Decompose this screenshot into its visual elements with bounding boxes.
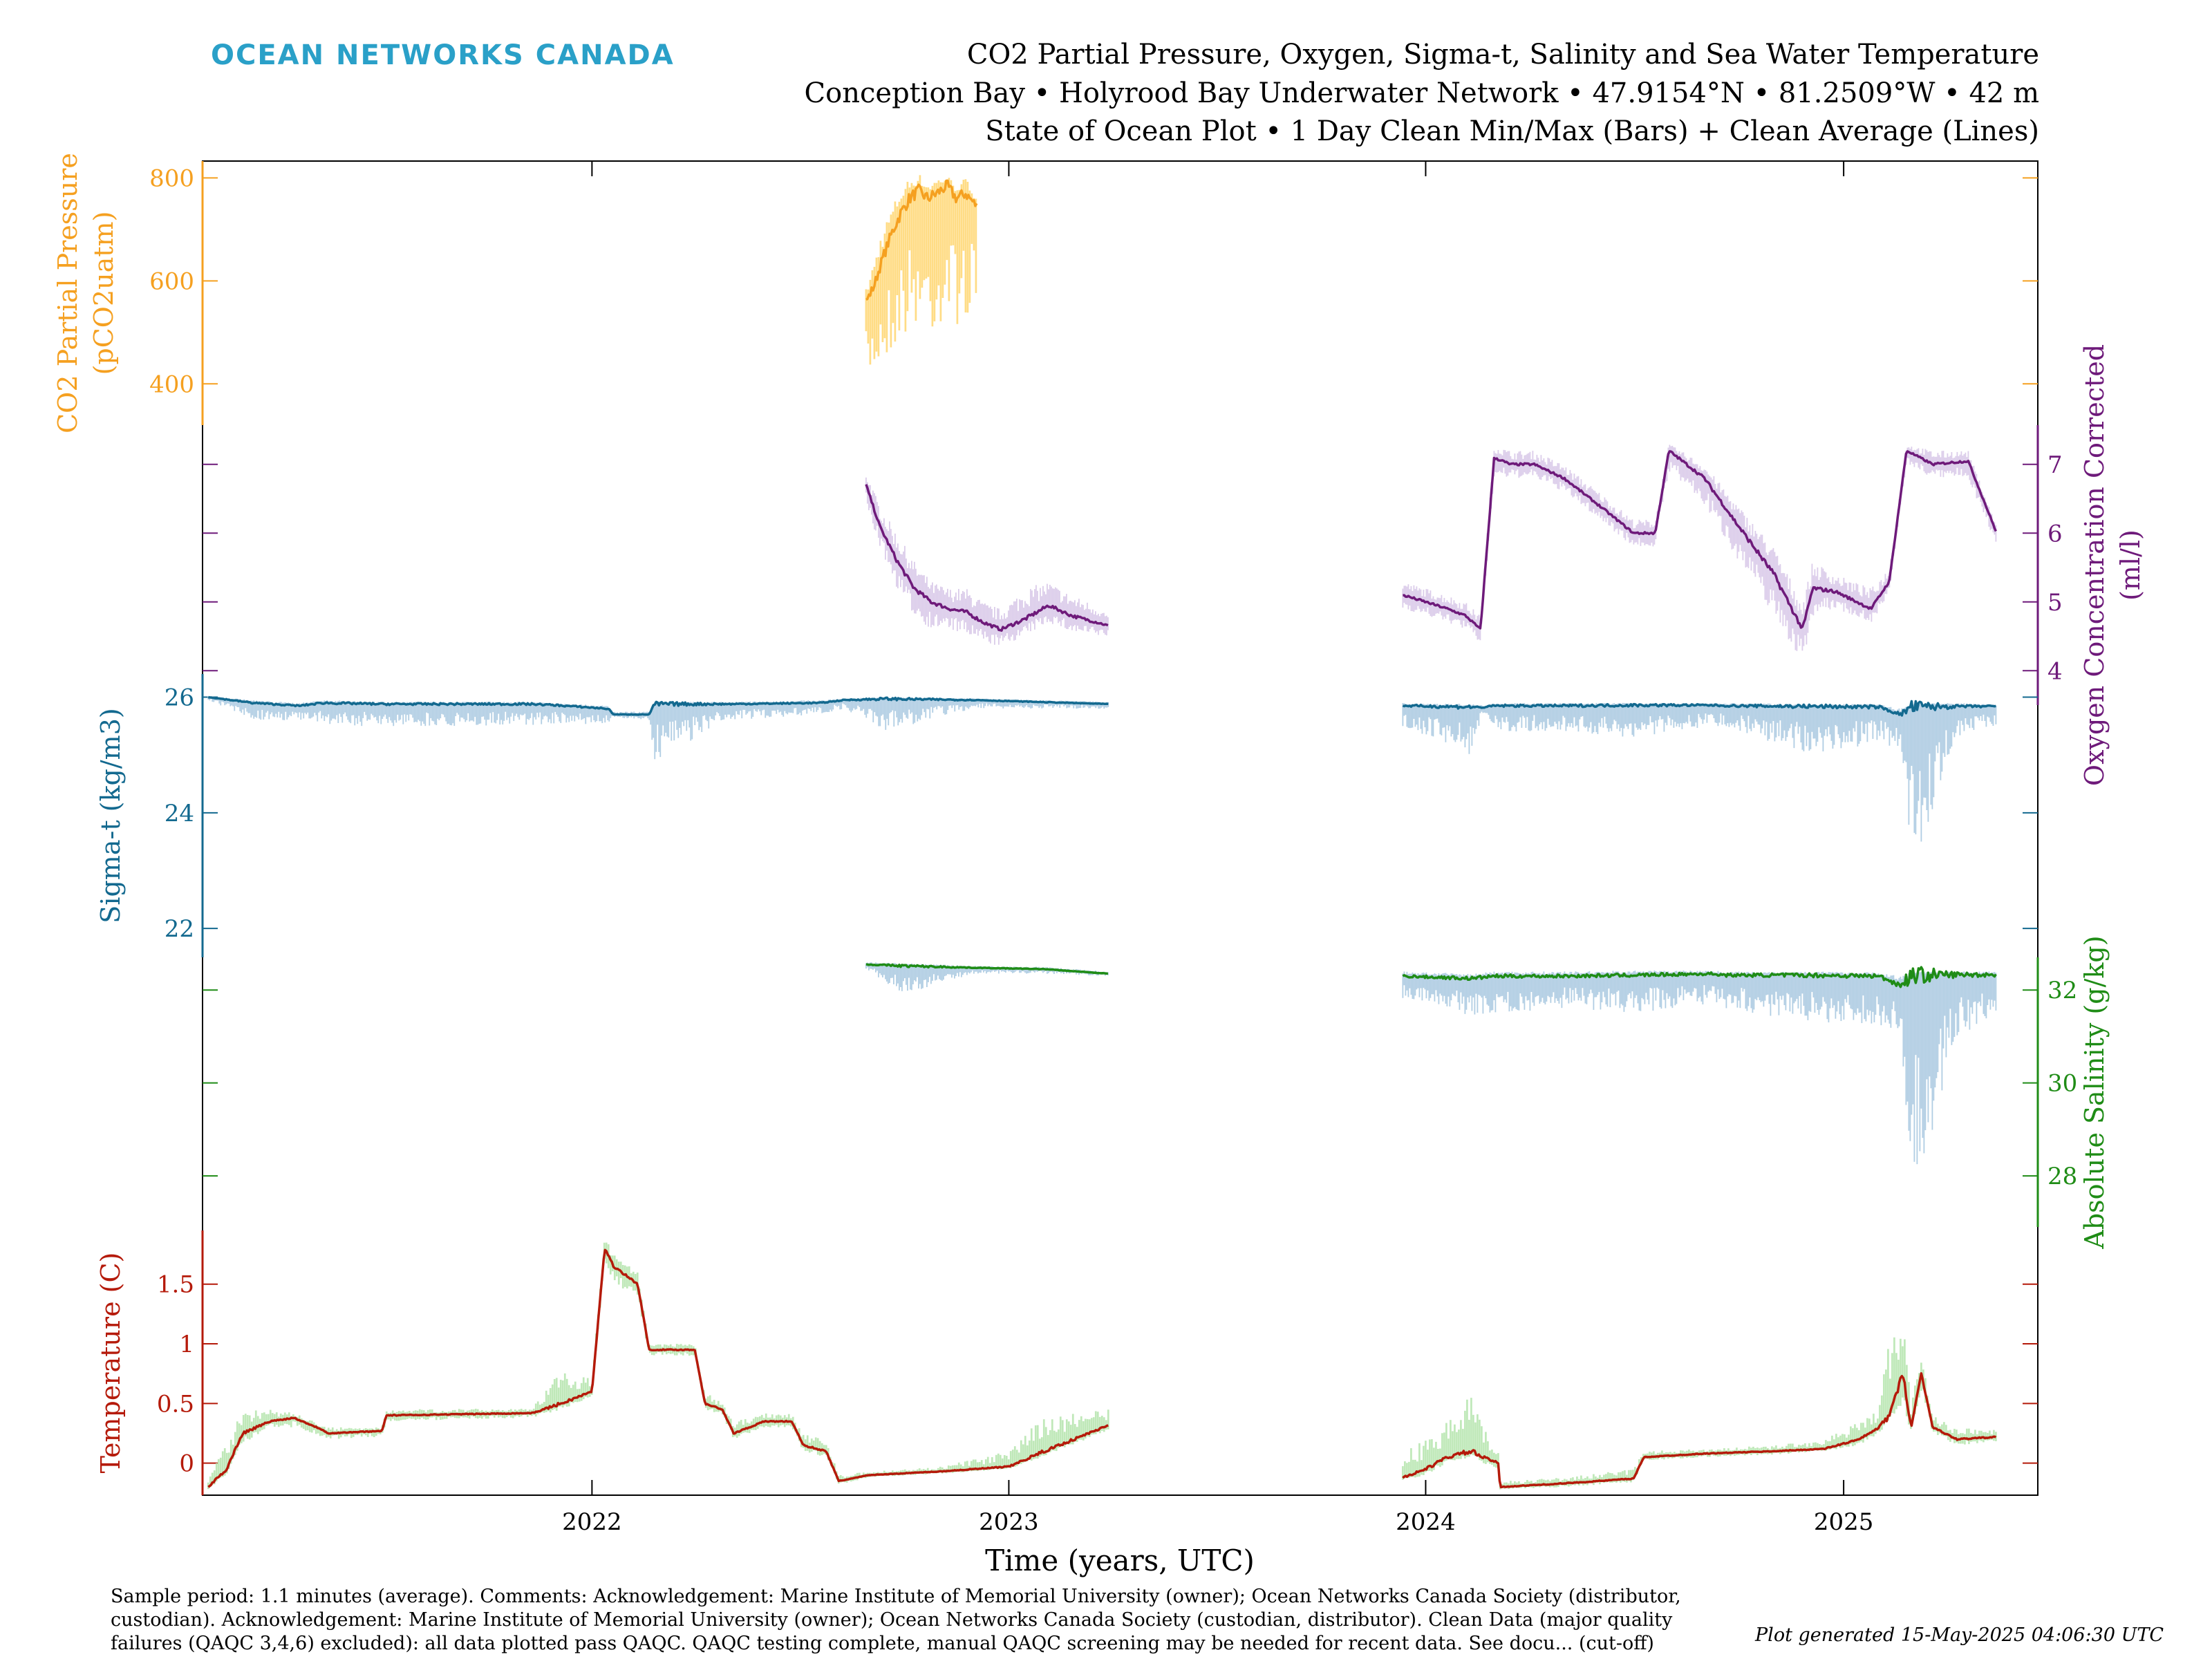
oxygen-minmax-bars xyxy=(1402,444,1997,651)
chart-title-line-3: State of Ocean Plot • 1 Day Clean Min/Ma… xyxy=(985,115,2039,147)
x-axis-label: Time (years, UTC) xyxy=(985,1544,1255,1577)
sigma-y-tick-label: 24 xyxy=(165,800,194,827)
x-tick-label: 2024 xyxy=(1396,1508,1456,1536)
salinity-mean-line-2 xyxy=(1402,966,1997,988)
plot-generated-timestamp: Plot generated 15-May-2025 04:06:30 UTC xyxy=(1754,1624,2164,1646)
salinity-y-tick-label: 32 xyxy=(2047,977,2077,1004)
co2-mean-line-1 xyxy=(865,179,978,301)
oxygen-y-tick-label: 7 xyxy=(2047,451,2063,479)
salinity-y-tick-label: 28 xyxy=(2047,1163,2077,1190)
sigma-mean-line-2 xyxy=(1402,700,1996,717)
oxygen-mean-line-1 xyxy=(865,484,1109,632)
temperature-y-axis-label: Temperature (C) xyxy=(95,1253,126,1474)
salinity-y-tick-label: 30 xyxy=(2047,1070,2077,1098)
oxygen-y-tick-label: 5 xyxy=(2047,589,2063,617)
temperature-mean-line-2 xyxy=(1402,1372,1997,1489)
temperature-y-tick-label: 1.5 xyxy=(157,1271,194,1299)
co2-minmax-bars xyxy=(865,175,977,365)
footer-notes-line-2: custodian). Acknowledgement: Marine Inst… xyxy=(111,1609,1673,1631)
temperature-y-tick-label: 1 xyxy=(179,1331,194,1358)
temperature-minmax-bars xyxy=(1402,1337,1997,1490)
x-tick-label: 2023 xyxy=(979,1508,1039,1536)
temperature-y-tick-label: 0 xyxy=(179,1450,194,1478)
co2-y-axis-label: CO2 Partial Pressure xyxy=(53,153,83,433)
oxygen-y-tick-label: 4 xyxy=(2047,657,2063,685)
temperature-mean-line-1 xyxy=(207,1248,1109,1488)
temperature-minmax-bars xyxy=(207,1242,1109,1490)
footer-notes-line-1: Sample period: 1.1 minutes (average). Co… xyxy=(111,1586,1681,1607)
sigma-minmax-bars xyxy=(1402,702,1997,842)
salinity-mean-line-1 xyxy=(865,963,1108,975)
co2-y-tick-label: 800 xyxy=(149,165,194,192)
panels-layer: 400 600 800 CO2 Partial Pressure (pCO2uatm) 4… xyxy=(53,153,2146,1495)
salinity-minmax-bars xyxy=(1402,971,1997,1165)
co2-y-tick-label: 600 xyxy=(149,268,194,295)
x-tick-label: 2025 xyxy=(1814,1508,1874,1536)
plot-frame xyxy=(202,160,2038,1496)
oxygen-y-tick-label: 6 xyxy=(2047,520,2063,547)
x-tick-label: 2022 xyxy=(562,1508,622,1536)
co2-y-axis-label: (pCO2uatm) xyxy=(88,212,119,375)
oxygen-y-axis-label: (ml/l) xyxy=(2115,529,2146,601)
co2-y-tick-label: 400 xyxy=(149,371,194,398)
sigma-mean-line-1 xyxy=(207,695,1109,716)
x-axis: 2022 2023 2024 2025 xyxy=(562,161,1873,1536)
sigma-y-axis-label: Sigma-t (kg/m3) xyxy=(95,708,126,923)
chart-title-line-2: Conception Bay • Holyrood Bay Underwater… xyxy=(805,77,2039,109)
chart-title-line-1: CO2 Partial Pressure, Oxygen, Sigma-t, S… xyxy=(967,39,2039,71)
brand-logo-text: OCEAN NETWORKS CANADA xyxy=(211,39,675,71)
sigma-y-tick-label: 22 xyxy=(165,915,194,943)
footer-notes-line-3: failures (QAQC 3,4,6) excluded): all dat… xyxy=(111,1633,1654,1654)
temperature-y-tick-label: 0.5 xyxy=(157,1390,194,1418)
salinity-y-axis-label: Absolute Salinity (g/kg) xyxy=(2079,935,2110,1249)
sigma-y-tick-label: 26 xyxy=(165,684,194,711)
oxygen-mean-line-2 xyxy=(1403,450,1997,630)
oxygen-y-axis-label: Oxygen Concentration Corrected xyxy=(2079,344,2110,786)
oxygen-minmax-bars xyxy=(865,477,1109,645)
